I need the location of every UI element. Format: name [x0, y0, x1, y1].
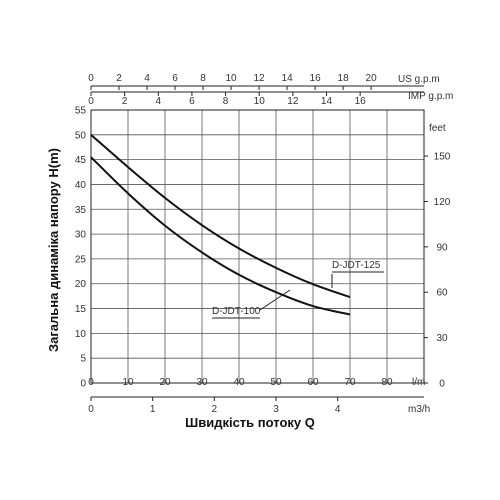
x-tick-40: 40 [233, 377, 245, 388]
m3h-tick-4: 4 [335, 404, 341, 415]
y-tick-35: 35 [75, 205, 87, 216]
series-label-d-jdt-100: D-JDT-100 [212, 306, 261, 317]
y-tick-55: 55 [75, 106, 87, 117]
feet-tick-150: 150 [434, 152, 451, 163]
us-gpm-tick-12: 12 [254, 73, 266, 84]
y-tick-25: 25 [75, 254, 87, 265]
m3h-tick-0: 0 [88, 404, 94, 415]
feet-tick-0: 0 [439, 379, 445, 390]
tick-labels: 0102030405060708005101520253035404550550… [75, 73, 451, 415]
x-tick-0: 0 [88, 377, 94, 388]
imp-gpm-tick-14: 14 [321, 96, 333, 107]
imp-gpm-tick-4: 4 [156, 96, 162, 107]
us-gpm-tick-14: 14 [282, 73, 294, 84]
m3h-tick-3: 3 [273, 404, 279, 415]
imp-gpm-tick-0: 0 [88, 96, 94, 107]
x-tick-50: 50 [270, 377, 282, 388]
feet-tick-30: 30 [436, 333, 448, 344]
imp-gpm-tick-8: 8 [223, 96, 229, 107]
y-tick-30: 30 [75, 230, 87, 241]
us-gpm-tick-4: 4 [144, 73, 150, 84]
grid [91, 110, 424, 383]
y-tick-0: 0 [80, 379, 86, 390]
x-axis-title: Швидкість потоку Q [185, 415, 315, 430]
series-line-d-jdt-100 [91, 157, 350, 314]
us-gpm-tick-0: 0 [88, 73, 94, 84]
y-tick-40: 40 [75, 180, 87, 191]
x-tick-30: 30 [196, 377, 208, 388]
x-tick-20: 20 [159, 377, 171, 388]
callout-leader-d-jdt-100 [260, 290, 290, 310]
us-gpm-tick-6: 6 [172, 73, 178, 84]
us-gpm-label: US g.p.m [398, 74, 440, 85]
us-gpm-tick-10: 10 [225, 73, 237, 84]
y-tick-50: 50 [75, 130, 87, 141]
series-line-d-jdt-125 [91, 135, 350, 297]
imp-gpm-tick-16: 16 [355, 96, 367, 107]
y-tick-15: 15 [75, 304, 87, 315]
y-tick-10: 10 [75, 329, 87, 340]
us-gpm-tick-16: 16 [310, 73, 322, 84]
y-tick-5: 5 [80, 354, 86, 365]
imp-gpm-tick-2: 2 [122, 96, 128, 107]
lpm-label: l/m [412, 377, 425, 388]
us-gpm-tick-2: 2 [116, 73, 122, 84]
series-label-d-jdt-125: D-JDT-125 [332, 260, 381, 271]
imp-gpm-tick-12: 12 [287, 96, 299, 107]
y-axis-title: Загальна динаміка напору H(m) [46, 148, 61, 352]
y-tick-45: 45 [75, 155, 87, 166]
series-group [91, 135, 350, 315]
feet-tick-120: 120 [434, 197, 451, 208]
feet-tick-90: 90 [436, 242, 448, 253]
x-tick-80: 80 [381, 377, 393, 388]
m3h-label: m3/h [408, 404, 430, 415]
feet-label: feet [429, 123, 446, 134]
imp-gpm-tick-10: 10 [254, 96, 266, 107]
m3h-tick-2: 2 [212, 404, 218, 415]
series-callouts: D-JDT-125 D-JDT-100 [212, 260, 384, 318]
y-tick-20: 20 [75, 279, 87, 290]
plot-frame [91, 110, 424, 383]
us-gpm-tick-18: 18 [338, 73, 350, 84]
m3h-tick-1: 1 [150, 404, 156, 415]
us-gpm-tick-20: 20 [366, 73, 378, 84]
x-tick-10: 10 [122, 377, 134, 388]
us-gpm-tick-8: 8 [200, 73, 206, 84]
x-tick-60: 60 [307, 377, 319, 388]
imp-gpm-tick-6: 6 [189, 96, 195, 107]
x-tick-70: 70 [344, 377, 356, 388]
imp-gpm-label: IMP g.p.m [408, 91, 453, 102]
feet-tick-60: 60 [436, 288, 448, 299]
